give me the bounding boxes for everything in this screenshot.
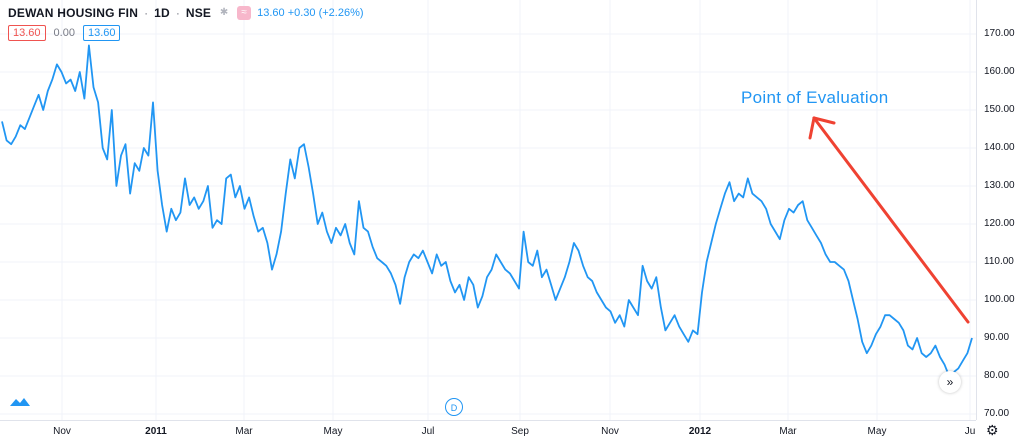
price-tick-label: 120.00 [984,218,1015,229]
interval-label[interactable]: 1D [154,6,170,20]
evaluation-arrow [808,116,970,324]
symbol-name[interactable]: DEWAN HOUSING FIN [8,6,139,20]
time-tick-label: May [867,426,887,437]
date-range-button[interactable]: D [445,398,463,416]
value-zero: 0.00 [53,27,75,39]
scroll-to-realtime-button[interactable]: » [939,371,961,393]
price-tick-label: 100.00 [984,294,1015,305]
price-tick-label: 150.00 [984,104,1015,115]
price-quote: 13.60 +0.30 (+2.26%) [257,7,364,19]
chart-header: DEWAN HOUSING FIN · 1D · NSE ✱ ≈ 13.60 +… [8,6,364,20]
time-axis[interactable]: Nov 2011 Mar May Jul Sep Nov 2012 Mar May Ju [0,420,976,441]
time-tick-label: Jul [421,426,435,437]
time-tick-label: Nov [53,426,71,437]
time-tick-label: Mar [235,426,253,437]
time-tick-label: 2012 [688,426,712,437]
price-tick-label: 140.00 [984,142,1015,153]
price-axis[interactable]: 170.00 160.00 150.00 140.00 130.00 120.00 110.… [976,0,1024,420]
price-tick-label: 110.00 [984,256,1014,267]
time-tick-label: Nov [601,426,619,437]
time-tick-label: Sep [511,426,529,437]
arrow-head-left [812,116,836,125]
compare-icon[interactable]: ≈ [237,6,252,20]
price-tick-label: 80.00 [984,370,1010,381]
price-tick-label: 170.00 [984,28,1015,39]
value-red: 13.60 [8,25,46,41]
price-series-line [1,44,973,377]
point-of-evaluation-label: Point of Evaluation [741,88,889,107]
arrow-shaft [812,116,970,324]
arrow-head-right [808,116,816,140]
header-separator: · [144,6,149,20]
gear-icon[interactable]: ⚙ [986,422,999,438]
price-tick-label: 90.00 [984,332,1010,343]
value-blue: 13.60 [82,25,121,41]
time-tick-label: Ju [964,426,976,437]
time-tick-label: May [323,426,343,437]
snowflake-icon[interactable]: ✱ [219,7,229,18]
indicator-values: 13.60 0.00 13.60 [8,25,121,41]
price-tick-label: 160.00 [984,66,1015,77]
header-separator: · [175,6,180,20]
price-tick-label: 70.00 [984,408,1010,419]
price-tick-label: 130.00 [984,180,1015,191]
chart-area[interactable]: DEWAN HOUSING FIN · 1D · NSE ✱ ≈ 13.60 +… [0,0,976,420]
price-chart[interactable] [0,0,976,420]
time-tick-label: Mar [779,426,797,437]
exchange-label: NSE [185,6,212,20]
time-tick-label: 2011 [145,426,167,437]
tradingview-logo-icon[interactable] [6,390,34,414]
